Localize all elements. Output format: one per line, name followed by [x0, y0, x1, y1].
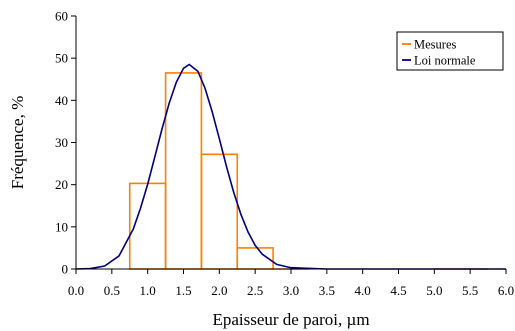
- y-tick-label: 40: [55, 93, 68, 108]
- y-tick-label: 10: [55, 219, 68, 234]
- x-tick-label: 0.0: [68, 283, 84, 298]
- x-tick-label: 1.5: [175, 283, 191, 298]
- x-tick-label: 0.5: [104, 283, 120, 298]
- x-tick-label: 5.5: [462, 283, 478, 298]
- y-axis-title: Fréquence, %: [8, 96, 27, 189]
- x-axis-title: Epaisseur de paroi, µm: [212, 310, 369, 329]
- y-tick-label: 20: [55, 177, 68, 192]
- legend-label-loi-normale: Loi normale: [414, 54, 476, 68]
- x-tick-label: 4.5: [390, 283, 406, 298]
- legend-label-mesures: Mesures: [414, 38, 456, 52]
- x-tick-label: 1.0: [140, 283, 156, 298]
- x-tick-label: 2.5: [247, 283, 263, 298]
- legend-box: [396, 31, 504, 71]
- histogram-bar: [200, 153, 239, 270]
- normal-curve-line: [75, 63, 506, 270]
- x-tick-label: 4.0: [355, 283, 371, 298]
- histogram-bar: [164, 72, 203, 270]
- x-tick-label: 2.0: [211, 283, 227, 298]
- x-tick-label: 6.0: [498, 283, 514, 298]
- y-tick-label: 60: [55, 9, 68, 24]
- x-tick-label: 3.0: [283, 283, 299, 298]
- y-tick-label: 30: [55, 135, 68, 150]
- x-tick-label: 5.0: [426, 283, 442, 298]
- x-tick-label: 3.5: [319, 283, 335, 298]
- y-tick-label: 0: [62, 262, 69, 277]
- y-tick-label: 50: [55, 51, 68, 66]
